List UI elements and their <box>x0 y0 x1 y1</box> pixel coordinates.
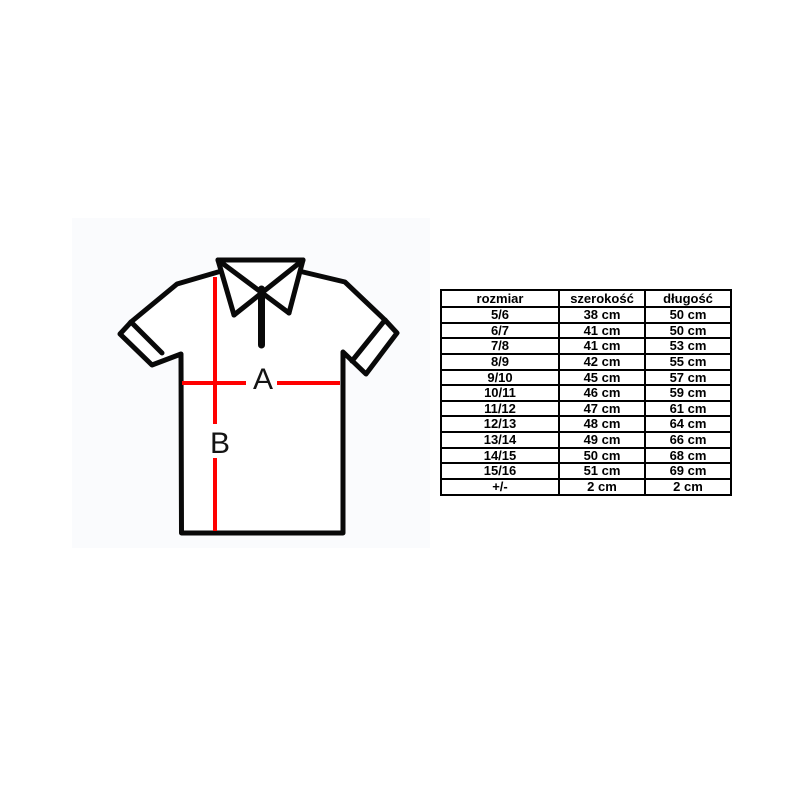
col-header-length: długość <box>644 289 732 308</box>
length-cell: 50 cm <box>644 306 732 324</box>
table-row: 15/16 51 cm 69 cm <box>440 462 732 481</box>
measurement-lines <box>182 277 340 531</box>
col-header-width: szerokość <box>558 289 646 308</box>
collar-right-diagonal <box>231 257 306 318</box>
table-row: 6/7 41 cm 50 cm <box>440 321 732 340</box>
length-cell: 59 cm <box>644 384 732 402</box>
table-row: +/- 2 cm 2 cm <box>440 478 732 496</box>
length-cell: 68 cm <box>644 446 732 465</box>
size-cell: +/- <box>440 478 560 496</box>
width-cell: 46 cm <box>558 384 646 402</box>
width-cell: 50 cm <box>558 446 646 465</box>
right-cuff-line <box>349 317 388 364</box>
collar-left-diagonal <box>215 257 292 316</box>
size-cell: 14/15 <box>440 446 560 465</box>
table-row: 13/14 49 cm 66 cm <box>440 431 732 449</box>
length-cell: 64 cm <box>644 415 732 434</box>
width-cell: 49 cm <box>558 431 646 449</box>
length-cell: 61 cm <box>644 399 732 418</box>
width-cell: 41 cm <box>558 321 646 340</box>
width-cell: 2 cm <box>558 478 646 496</box>
table-row: 12/13 48 cm 64 cm <box>440 415 732 434</box>
size-cell: 9/10 <box>440 368 560 387</box>
table-row: 14/15 50 cm 68 cm <box>440 446 732 465</box>
length-cell: 50 cm <box>644 321 732 340</box>
width-cell: 51 cm <box>558 462 646 481</box>
width-cell: 41 cm <box>558 337 646 355</box>
length-cell: 55 cm <box>644 352 732 371</box>
size-cell: 7/8 <box>440 337 560 355</box>
table-row: 8/9 42 cm 55 cm <box>440 352 732 371</box>
table-row: 10/11 46 cm 59 cm <box>440 384 732 402</box>
table-header-row: rozmiar szerokość długość <box>440 289 732 308</box>
length-label-b: B <box>210 427 230 460</box>
length-cell: 57 cm <box>644 368 732 387</box>
size-table: rozmiar szerokość długość 5/6 38 cm 50 c… <box>440 289 732 496</box>
size-cell: 15/16 <box>440 462 560 481</box>
table-row: 5/6 38 cm 50 cm <box>440 306 732 324</box>
length-cell: 53 cm <box>644 337 732 355</box>
size-cell: 10/11 <box>440 384 560 402</box>
size-cell: 6/7 <box>440 321 560 340</box>
collar-left-flap-edge <box>215 257 237 318</box>
table-row: 9/10 45 cm 57 cm <box>440 368 732 387</box>
width-cell: 45 cm <box>558 368 646 387</box>
table-row: 11/12 47 cm 61 cm <box>440 399 732 418</box>
width-cell: 38 cm <box>558 306 646 324</box>
size-cell: 13/14 <box>440 431 560 449</box>
left-cuff-line <box>128 319 165 356</box>
size-cell: 8/9 <box>440 352 560 371</box>
shirt-outline-group <box>117 257 400 536</box>
width-cell: 48 cm <box>558 415 646 434</box>
size-cell: 12/13 <box>440 415 560 434</box>
width-cell: 42 cm <box>558 352 646 371</box>
length-cell: 2 cm <box>644 478 732 496</box>
width-label-a: A <box>253 363 273 396</box>
shirt-body-outline <box>117 269 400 536</box>
length-cell: 69 cm <box>644 462 732 481</box>
size-cell: 5/6 <box>440 306 560 324</box>
col-header-size: rozmiar <box>440 289 560 308</box>
width-cell: 47 cm <box>558 399 646 418</box>
collar-right-flap-edge <box>286 257 306 316</box>
table-row: 7/8 41 cm 53 cm <box>440 337 732 355</box>
size-cell: 11/12 <box>440 399 560 418</box>
length-cell: 66 cm <box>644 431 732 449</box>
